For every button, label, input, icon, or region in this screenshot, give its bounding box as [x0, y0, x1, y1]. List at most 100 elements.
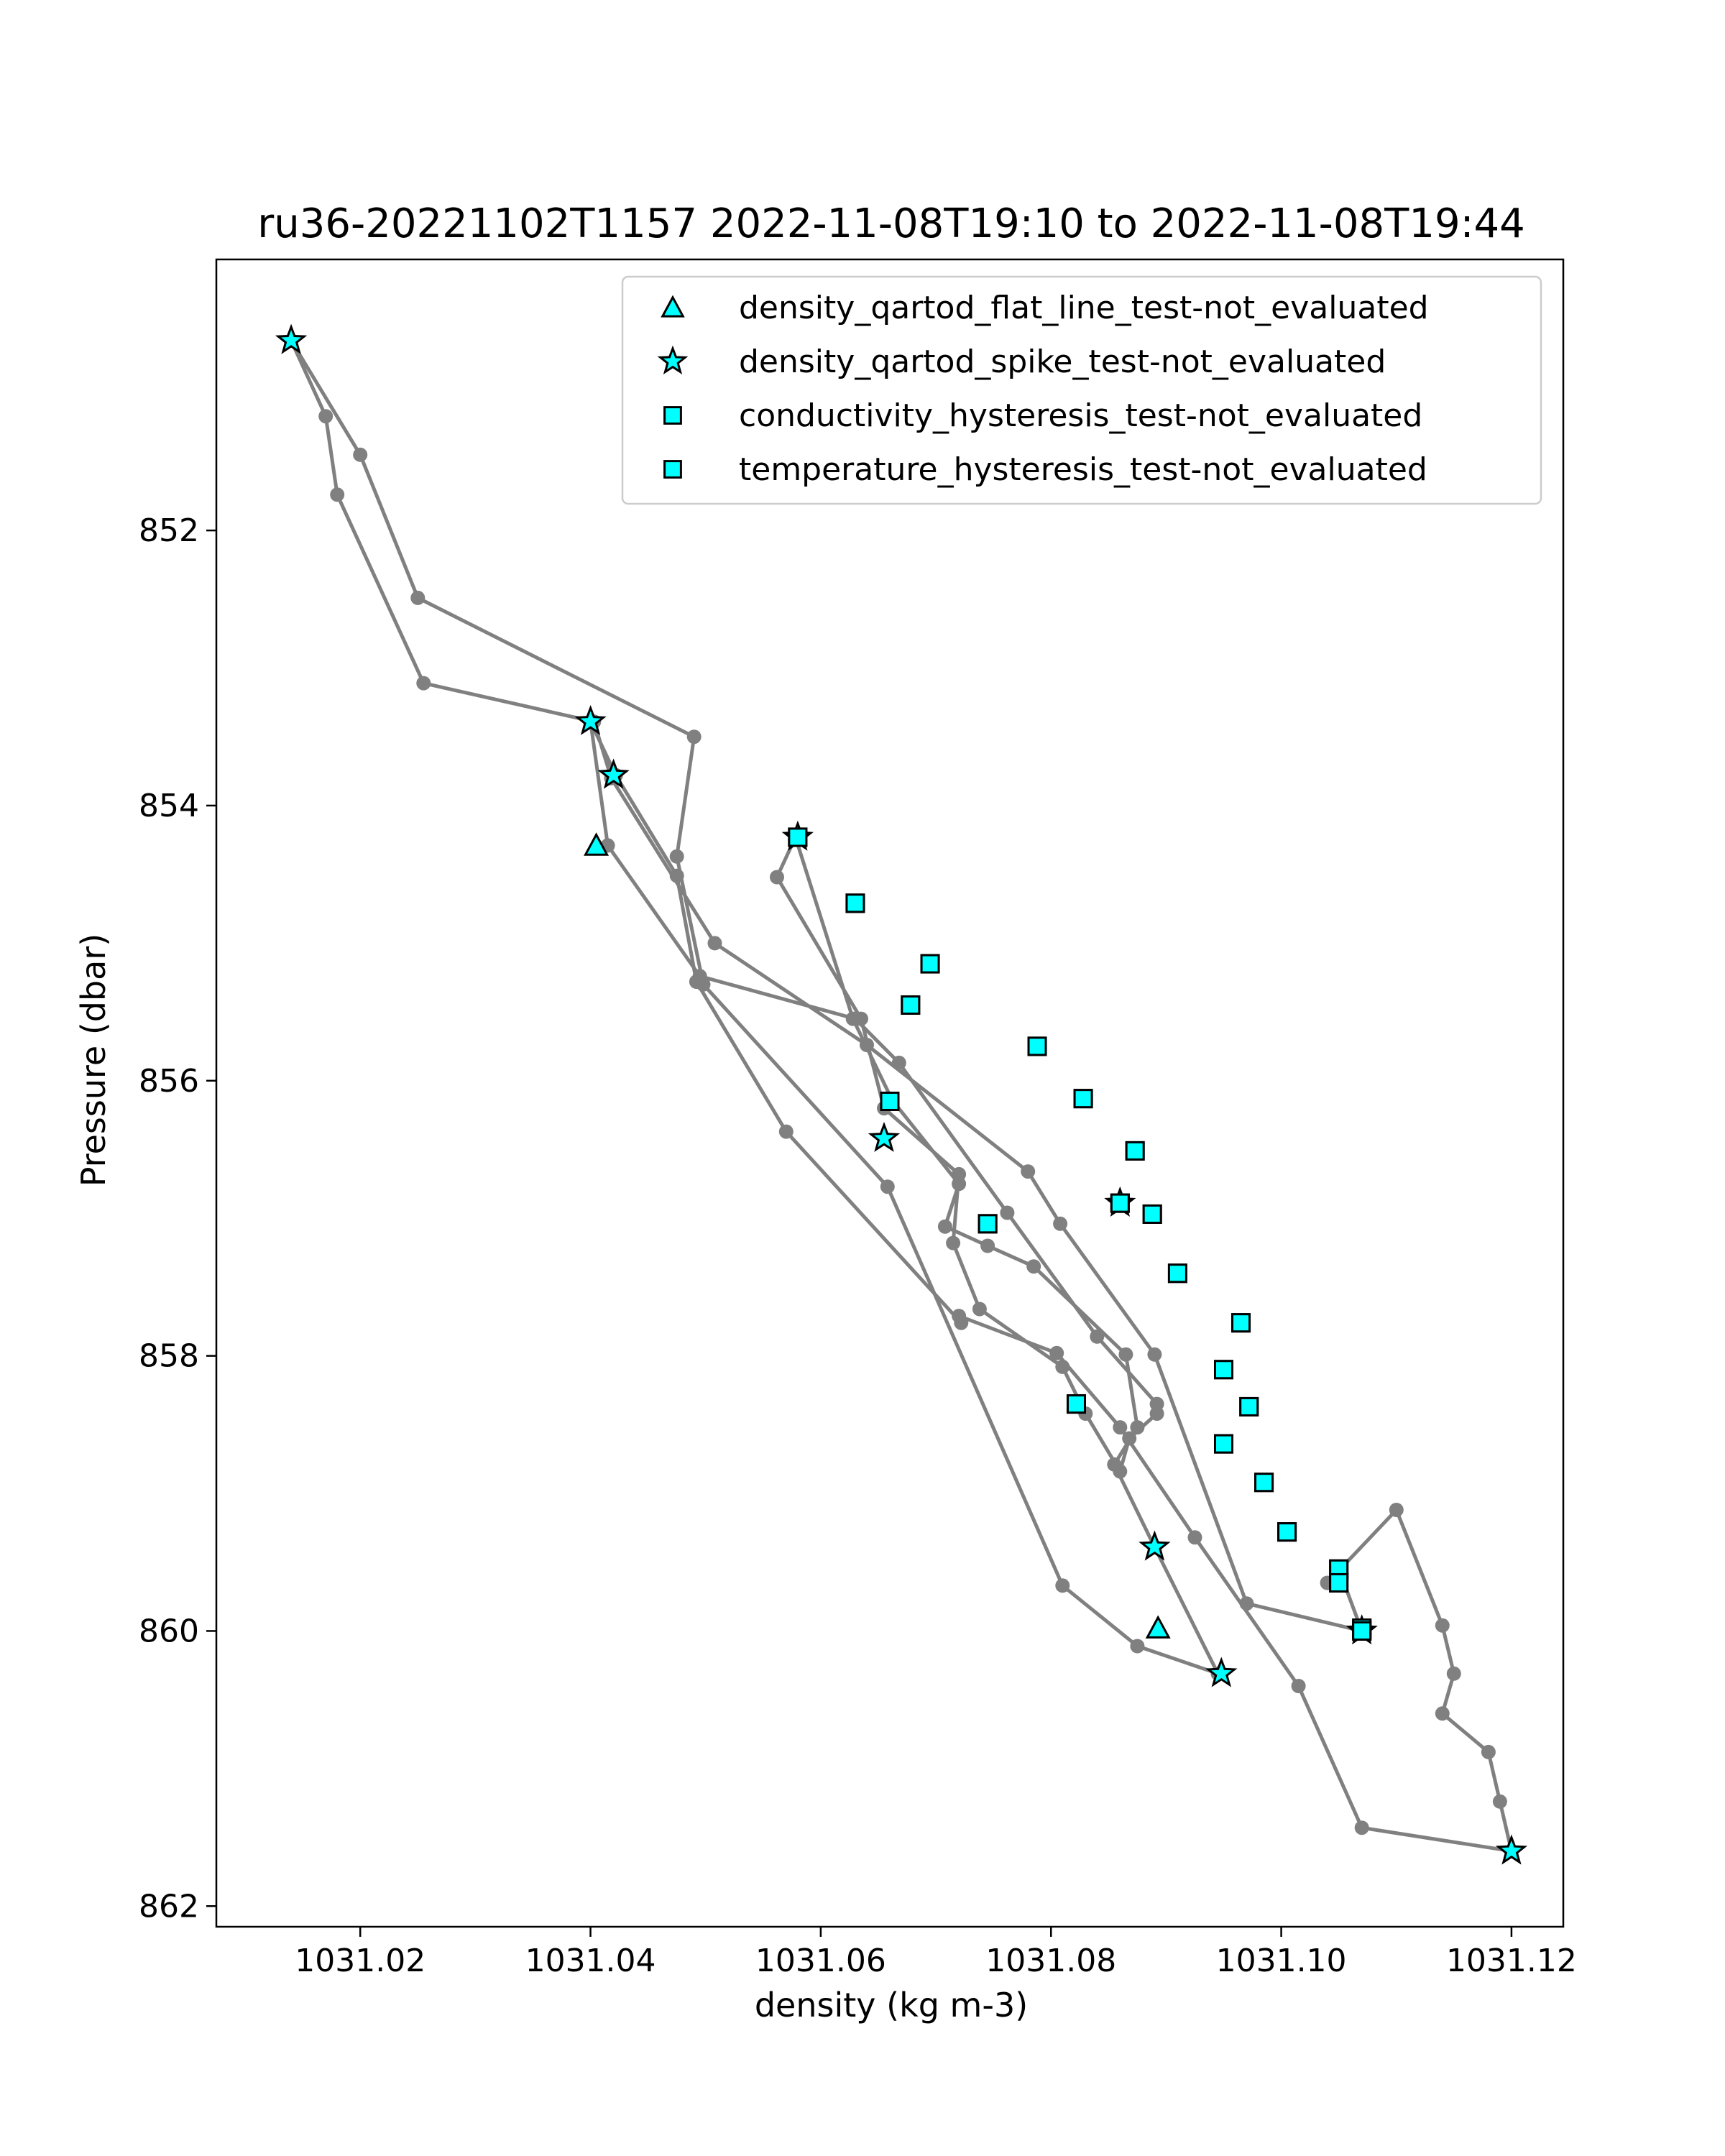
profile-point: [353, 447, 368, 462]
profile-point: [416, 676, 431, 691]
profile-point: [1239, 1596, 1254, 1611]
series-2-point: [1138, 1530, 1171, 1561]
profile-point: [1090, 1329, 1105, 1344]
profile-point: [1291, 1679, 1306, 1693]
series-4-point: [880, 1091, 900, 1111]
axes-frame: [215, 258, 1565, 1928]
profile-point: [1130, 1639, 1145, 1654]
series-4-point: [901, 995, 921, 1015]
profile-point: [1435, 1706, 1450, 1721]
legend-label: temperature_hysteresis_test-not_evaluate…: [739, 451, 1427, 488]
profile-point: [1149, 1406, 1164, 1421]
profile-point: [707, 936, 722, 951]
profile-point: [1122, 1431, 1137, 1446]
profile-point: [669, 849, 684, 864]
plot-area: [215, 258, 1565, 1928]
profile-point: [1446, 1666, 1461, 1681]
series-4-point: [845, 893, 865, 913]
y-axis-ticks: 852 854 856 858 860 862: [139, 512, 216, 1925]
profile-point: [972, 1302, 987, 1317]
profile-point: [1147, 1347, 1162, 1362]
y-tick-label: 860: [139, 1613, 199, 1649]
legend-label: conductivity_hysteresis_test-not_evaluat…: [739, 397, 1422, 434]
series-2-point: [597, 758, 630, 789]
series-2-point: [1495, 1834, 1528, 1865]
legend-entry: density_qartod_spike_test-not_evaluated: [657, 344, 1386, 380]
y-tick-label: 862: [139, 1888, 199, 1925]
series-4-point: [920, 954, 940, 974]
series-2-point: [574, 704, 607, 735]
legend-entry: conductivity_hysteresis_test-not_evaluat…: [663, 397, 1422, 434]
y-tick-label: 854: [139, 788, 199, 824]
legend-box: [621, 275, 1542, 505]
profile-point: [1049, 1345, 1064, 1360]
x-tick-label: 1031.08: [985, 1943, 1116, 1979]
x-tick-label: 1031.06: [755, 1943, 886, 1979]
profile-point: [1055, 1359, 1070, 1374]
y-tick-label: 852: [139, 512, 199, 549]
profile-point: [696, 977, 711, 992]
series-2-point: [868, 1121, 901, 1152]
series-1-point: [1145, 1615, 1171, 1639]
legend: density_qartod_flat_line_test-not_evalua…: [621, 275, 1542, 505]
x-tick-label: 1031.10: [1216, 1943, 1347, 1979]
profile-point: [770, 870, 784, 885]
legend-star-icon: [657, 345, 689, 375]
series-2-point: [275, 323, 308, 354]
series-4-point: [1231, 1313, 1251, 1333]
profile-point: [318, 409, 334, 424]
series-4-markers: [788, 827, 1372, 1641]
profile-point: [686, 729, 702, 745]
series-4-point: [978, 1214, 998, 1234]
series-4-point: [1027, 1036, 1047, 1056]
y-axis-label: Pressure (dbar): [74, 934, 113, 1187]
series-4-point: [1110, 1193, 1130, 1213]
marker-layer: [275, 323, 1528, 1865]
x-tick-label: 1031.12: [1446, 1943, 1577, 1979]
series-4-point: [1254, 1473, 1274, 1493]
legend-square-icon: [663, 406, 682, 425]
profile-point: [891, 1055, 906, 1070]
profile-point: [937, 1219, 952, 1234]
series-4-point: [1239, 1396, 1259, 1416]
y-tick-label: 856: [139, 1063, 199, 1100]
legend-square-icon: [663, 460, 682, 479]
legend-label: density_qartod_flat_line_test-not_evalua…: [739, 290, 1429, 326]
profile-point: [1492, 1794, 1507, 1809]
series-4-point: [1213, 1360, 1233, 1380]
profile-point: [1021, 1164, 1036, 1179]
profile-point: [1435, 1618, 1450, 1633]
profile-point: [1389, 1503, 1404, 1517]
profile-point: [669, 868, 684, 883]
profile-point: [1187, 1530, 1202, 1545]
legend-triangle-icon: [661, 295, 685, 318]
series-4-point: [1213, 1434, 1233, 1454]
profile-point: [1130, 1420, 1145, 1435]
profile-point: [1113, 1420, 1128, 1435]
x-tick-label: 1031.02: [295, 1943, 426, 1979]
profile-point: [1055, 1578, 1070, 1593]
chart-title: ru36-20221102T1157 2022-11-08T19:10 to 2…: [257, 201, 1524, 247]
series-4-point: [788, 827, 808, 847]
series-4-point: [1329, 1572, 1349, 1593]
series-2-point: [1205, 1657, 1238, 1687]
profile-point: [330, 487, 345, 502]
series-1-markers: [584, 832, 1171, 1639]
x-tick-label: 1031.04: [525, 1943, 656, 1979]
profile-point: [845, 1011, 860, 1026]
series-4-point: [1073, 1089, 1093, 1109]
legend-entry: temperature_hysteresis_test-not_evaluate…: [663, 451, 1427, 488]
profile-point: [1118, 1347, 1133, 1362]
x-axis-ticks: 1031.02 1031.04 1031.06 1031.08 1031.10 1031.…: [295, 1927, 1577, 1979]
profile-point: [1026, 1259, 1041, 1274]
profile-point: [1053, 1216, 1068, 1231]
profile-point: [980, 1238, 995, 1253]
profile-point: [778, 1124, 794, 1139]
series-4-point: [1142, 1204, 1162, 1224]
profile-point: [880, 1179, 895, 1194]
x-axis-label: density (kg m-3): [755, 1986, 1028, 2024]
profile-point: [410, 590, 426, 605]
profile-point: [1107, 1457, 1122, 1472]
profile-point: [1000, 1205, 1015, 1220]
